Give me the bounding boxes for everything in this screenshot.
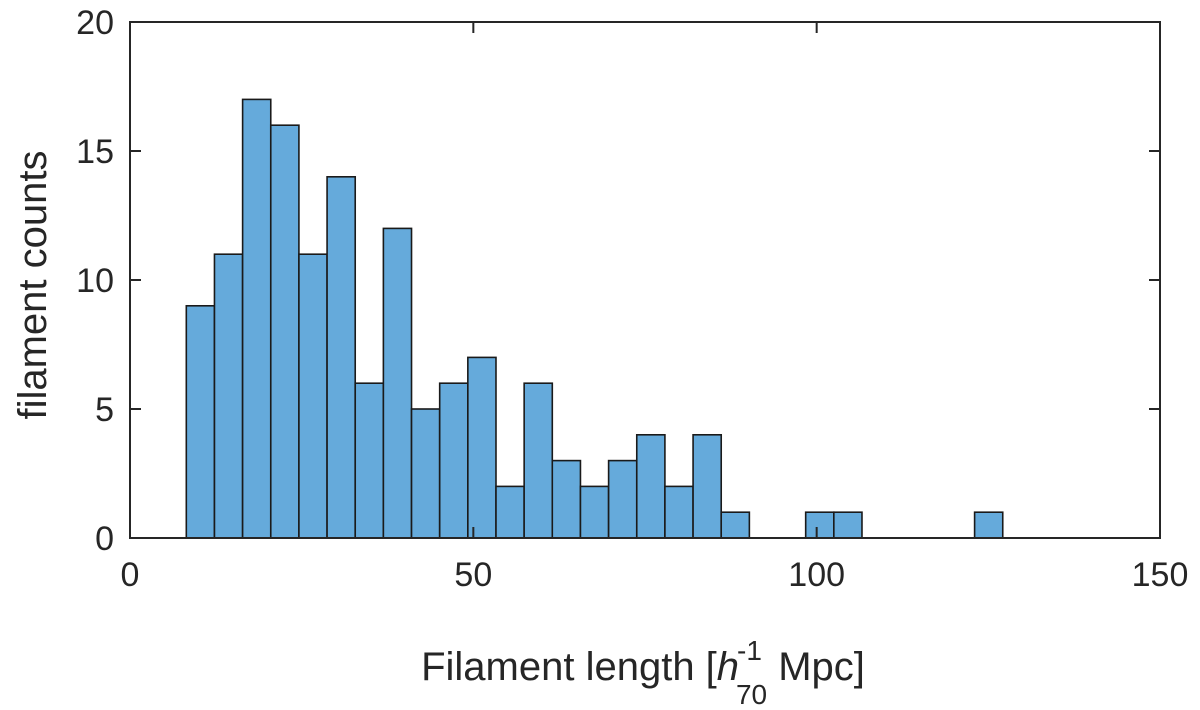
histogram-bar: [382, 227, 413, 539]
histogram-bar: [579, 485, 610, 539]
histogram-bar: [326, 176, 357, 539]
histogram-bar: [298, 253, 328, 539]
histogram-bar: [185, 304, 216, 539]
histogram-bar: [241, 98, 272, 539]
x-axis-label-variable: h: [717, 645, 739, 689]
histogram-bar: [551, 459, 582, 539]
x-tick-label: 100: [788, 556, 845, 594]
x-tick-label: 0: [121, 556, 140, 594]
x-axis-label-suffix: Mpc]: [767, 645, 865, 689]
y-axis-label: filament counts: [11, 150, 55, 419]
axis-ticks: [129, 21, 1161, 539]
histogram-bar: [804, 511, 835, 539]
histogram-bar: [354, 382, 385, 539]
histogram-bar: [269, 124, 300, 539]
x-tick-label: 50: [454, 556, 492, 594]
histogram-bar: [833, 511, 863, 539]
histogram-bar: [635, 433, 666, 539]
axis-tick-labels: 0 50 100 150 0 5 10 15 20: [76, 4, 1188, 594]
x-axis-label-superscript: -1: [737, 635, 762, 666]
histogram-bar: [607, 459, 638, 539]
y-tick-label: 0: [95, 520, 114, 558]
histogram-bar: [523, 382, 554, 539]
histogram-bar: [664, 485, 694, 539]
histogram-bar: [410, 408, 441, 539]
histogram-bar: [467, 356, 497, 539]
histogram-bar: [438, 382, 469, 539]
x-axis-label-prefix: Filament length [: [421, 645, 717, 689]
histogram-bars: [185, 98, 1004, 539]
y-tick-label: 5: [95, 391, 114, 429]
histogram-bar: [692, 433, 723, 539]
y-tick-label: 15: [76, 133, 114, 171]
x-axis-label: Filament length [h-1 70 Mpc]: [421, 635, 865, 710]
x-tick-label: 150: [1132, 556, 1189, 594]
y-tick-label: 20: [76, 4, 114, 42]
x-axis-label-subscript: 70: [736, 679, 767, 710]
histogram-bar: [720, 511, 751, 539]
histogram-bar: [973, 511, 1004, 539]
histogram-bar: [495, 485, 525, 539]
histogram-bar: [213, 253, 244, 539]
y-tick-label: 10: [76, 262, 114, 300]
